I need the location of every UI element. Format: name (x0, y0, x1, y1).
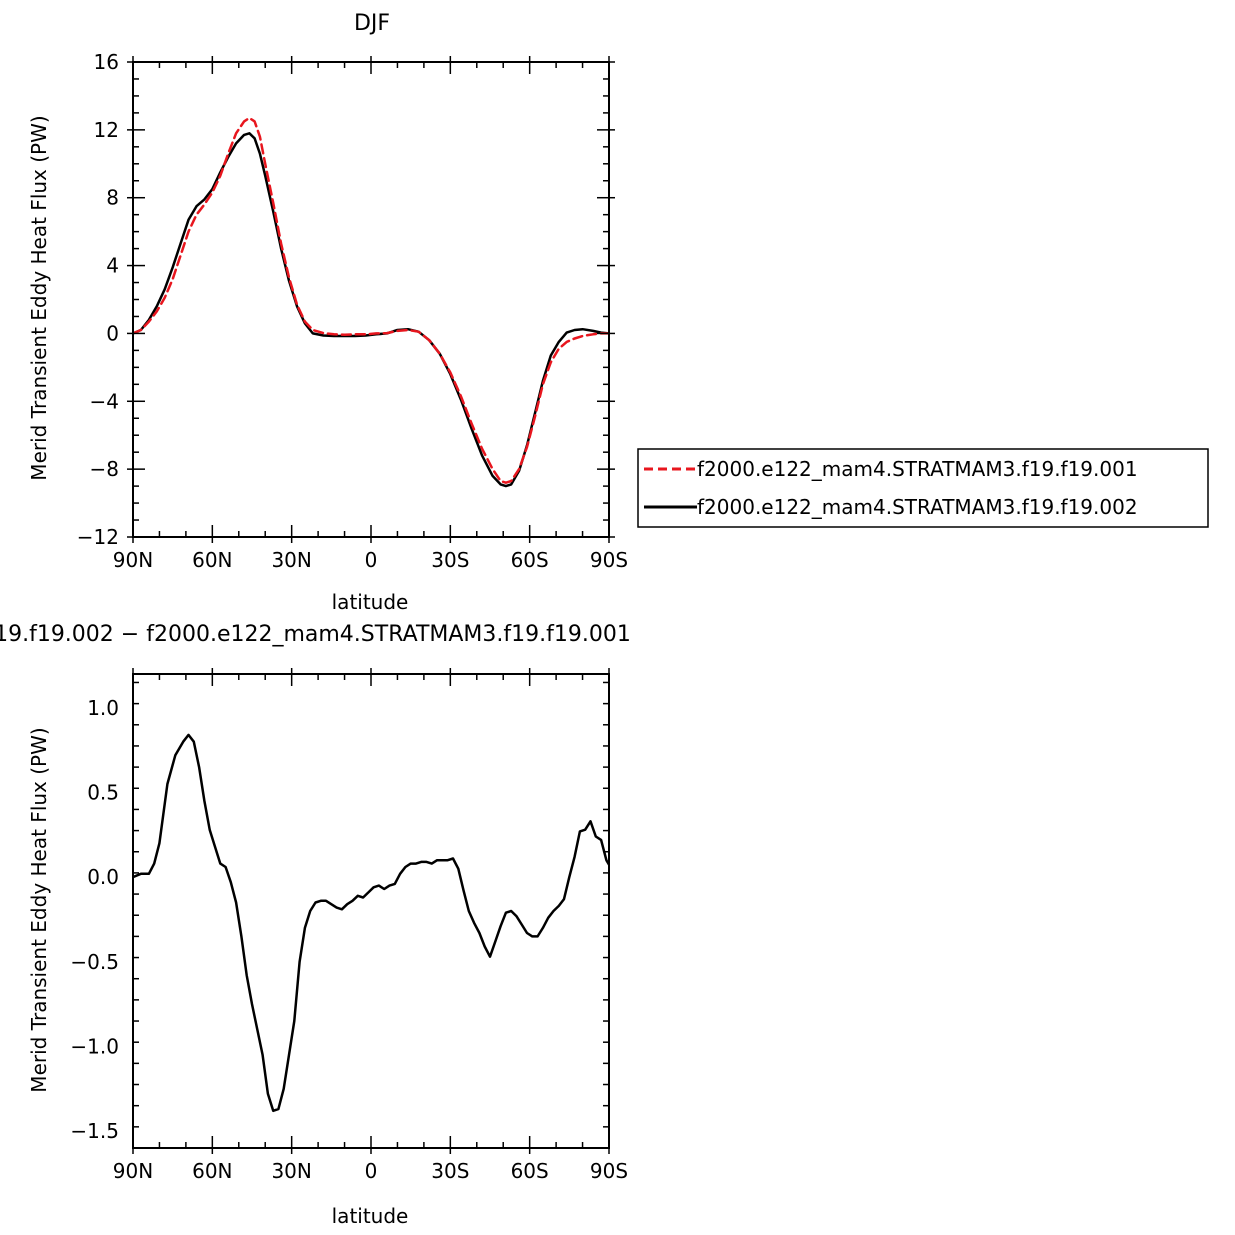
legend-entry-001: f2000.e122_mam4.STRATMAM3.f19.f19.001 (697, 457, 1138, 481)
panel-2-y-tick-label: −0.5 (70, 950, 119, 974)
panel-2-x-tick-label: 90N (113, 1159, 153, 1183)
panel-difference: f2000.e122_mam4.STRATMAM3.f19.f19.002 − … (0, 622, 631, 1228)
panel-1-x-tick-label: 90S (590, 548, 628, 572)
panel-2-x-tick-label: 30S (431, 1159, 469, 1183)
panel-1-frame (132, 61, 610, 538)
panel-1-x-tick-label: 0 (365, 548, 378, 572)
panel-2-y-tick-label: 0.5 (87, 781, 119, 805)
panel-1-y-tick-label: −4 (90, 389, 119, 413)
panel-1-y-tick-label: −12 (77, 525, 119, 549)
panel-1-y-tick-label: 0 (106, 321, 119, 345)
panel-2-y-tick-label: 1.0 (87, 696, 119, 720)
legend-entry-002: f2000.e122_mam4.STRATMAM3.f19.f19.002 (697, 495, 1138, 519)
panel-2-title: f2000.e122_mam4.STRATMAM3.f19.f19.002 − … (0, 622, 631, 647)
panel-2-y-tick-label: −1.5 (70, 1119, 119, 1143)
panel-1-x-axis-label: latitude (332, 590, 409, 614)
panel-1-y-tick-label: −8 (90, 457, 119, 481)
panel-2-y-tick-label: 0.0 (87, 865, 119, 889)
panel-2-x-tick-label: 60S (511, 1159, 549, 1183)
panel-1-x-tick-label: 60N (192, 548, 232, 572)
panel-2-frame (132, 673, 610, 1149)
panel-1-x-tick-label: 30S (431, 548, 469, 572)
panel-1-title: DJF (354, 11, 390, 36)
panel-2-x-tick-label: 30N (271, 1159, 311, 1183)
panel-2-x-tick-label: 90S (590, 1159, 628, 1183)
panel-2-x-tick-label: 60N (192, 1159, 232, 1183)
panel-1-y-tick-label: 12 (94, 118, 119, 142)
panel-1-y-tick-label: 16 (94, 50, 119, 74)
panel-2-y-tick-label: −1.0 (70, 1034, 119, 1058)
legend-box (637, 448, 1209, 528)
panel-1-y-axis-label: Merid Transient Eddy Heat Flux (PW) (27, 115, 51, 480)
panel-2-y-axis-label: Merid Transient Eddy Heat Flux (PW) (27, 727, 51, 1092)
panel-1-plot-area: 90N 60N 30N 0 30S 60S 90S −12 −8 −4 0 4 8 12 16 (77, 50, 628, 572)
panel-1-legend: f2000.e122_mam4.STRATMAM3.f19.f19.001 f2… (637, 448, 1209, 528)
panel-1-y-tick-label: 8 (106, 186, 119, 210)
panel-1-series-line-1 (133, 116, 609, 484)
panel-1-series-line-2 (133, 132, 609, 488)
panel-2-series-line-1 (133, 733, 609, 1113)
panel-1-y-tick-label: 4 (106, 254, 119, 278)
panel-1-x-tick-label: 30N (271, 548, 311, 572)
panel-1-x-tick-label: 60S (511, 548, 549, 572)
panel-djf: DJF Merid Transient Eddy Heat Flux (PW) … (27, 11, 1209, 614)
panel-2-x-axis-label: latitude (332, 1204, 409, 1228)
panel-2-plot-area: 90N 60N 30N 0 30S 60S 90S −1.5 −1.0 −0.5 0.0 0.5 1.0 (70, 668, 628, 1183)
panel-1-x-tick-label: 90N (113, 548, 153, 572)
panel-2-x-tick-label: 0 (365, 1159, 378, 1183)
